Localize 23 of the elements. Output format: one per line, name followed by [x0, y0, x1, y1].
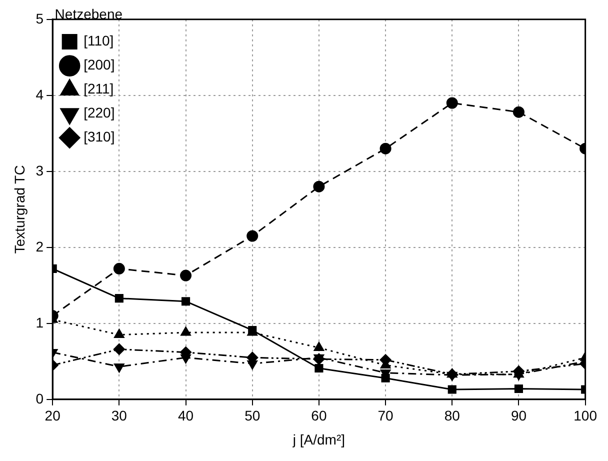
y-tick-label: 1 — [36, 314, 44, 330]
legend-label: [310] — [84, 128, 115, 145]
y-tick-label: 4 — [36, 86, 44, 102]
x-tick-label: 20 — [44, 408, 61, 424]
legend-label: [220] — [84, 104, 115, 121]
x-tick-label: 30 — [111, 408, 128, 424]
y-tick-label: 5 — [36, 10, 44, 26]
x-tick-label: 90 — [510, 408, 527, 424]
legend-title: Netzebene — [54, 6, 123, 22]
legend-label: [110] — [84, 32, 114, 49]
x-tick-label: 40 — [178, 408, 194, 424]
x-tick-label: 50 — [244, 408, 260, 424]
y-tick-label: 3 — [36, 162, 44, 178]
y-axis-title: Texturgrad TC — [11, 165, 28, 254]
y-tick-label: 0 — [36, 390, 44, 406]
x-tick-label: 100 — [574, 408, 598, 424]
y-tick-label: 2 — [36, 238, 44, 254]
legend-label: [200] — [84, 56, 115, 73]
legend-label: [211] — [84, 80, 114, 97]
x-tick-label: 80 — [444, 408, 460, 424]
x-tick-label: 70 — [378, 408, 394, 424]
x-axis-title: j [A/dm²] — [292, 431, 346, 448]
x-tick-label: 60 — [311, 408, 327, 424]
